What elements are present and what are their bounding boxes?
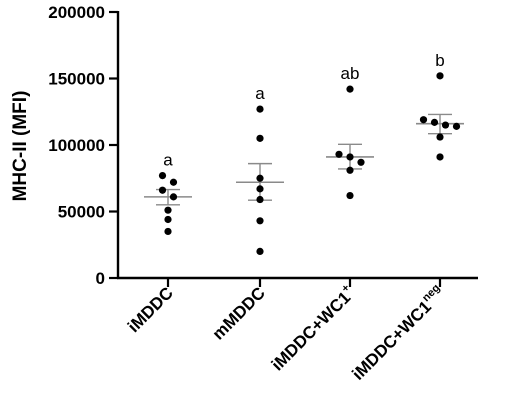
data-point bbox=[436, 72, 444, 80]
data-point bbox=[436, 153, 444, 161]
data-point bbox=[346, 166, 354, 174]
data-point bbox=[346, 191, 354, 200]
data-point bbox=[158, 186, 167, 194]
x-category-label: mMDDC bbox=[209, 283, 269, 343]
y-tick-label: 0 bbox=[96, 269, 105, 288]
data-point bbox=[256, 134, 264, 142]
data-point bbox=[256, 195, 264, 204]
data-point bbox=[169, 193, 178, 201]
data-point bbox=[256, 247, 264, 255]
significance-label: ab bbox=[341, 64, 360, 83]
y-tick-label: 50000 bbox=[58, 203, 105, 222]
data-point bbox=[430, 118, 439, 126]
data-point bbox=[164, 215, 172, 224]
data-groups: a a ab b bbox=[144, 51, 464, 255]
data-point bbox=[357, 158, 365, 166]
y-axis-label: MHC-II (MFI) bbox=[10, 91, 31, 202]
x-category-label: iMDDC+WC1+ bbox=[266, 282, 359, 375]
y-tick-label: 150000 bbox=[48, 70, 105, 89]
y-axis: 0 50000 100000 150000 200000 bbox=[48, 3, 120, 288]
x-category-label: iMDDC+WC1neg bbox=[347, 282, 449, 384]
data-point bbox=[419, 116, 428, 124]
data-point bbox=[436, 133, 444, 141]
data-point bbox=[164, 206, 172, 214]
y-tick-label: 200000 bbox=[48, 3, 105, 22]
group-3: b bbox=[416, 51, 464, 161]
significance-label: a bbox=[255, 84, 265, 103]
group-1: a bbox=[236, 84, 284, 255]
data-point bbox=[164, 227, 172, 236]
x-category-label: iMDDC bbox=[124, 283, 177, 336]
data-point bbox=[158, 171, 167, 180]
data-point bbox=[169, 178, 178, 186]
y-tick-label: 100000 bbox=[48, 136, 105, 155]
data-point bbox=[256, 217, 264, 225]
data-point bbox=[441, 121, 450, 129]
data-point bbox=[346, 85, 354, 93]
data-point bbox=[256, 185, 264, 193]
data-point bbox=[256, 105, 264, 113]
significance-label: a bbox=[163, 151, 173, 170]
data-point bbox=[346, 153, 354, 161]
data-point bbox=[452, 122, 461, 130]
data-point bbox=[335, 150, 343, 158]
data-point bbox=[256, 174, 264, 182]
group-0: a bbox=[144, 151, 192, 236]
significance-label: b bbox=[435, 51, 444, 70]
group-2: ab bbox=[326, 64, 374, 200]
